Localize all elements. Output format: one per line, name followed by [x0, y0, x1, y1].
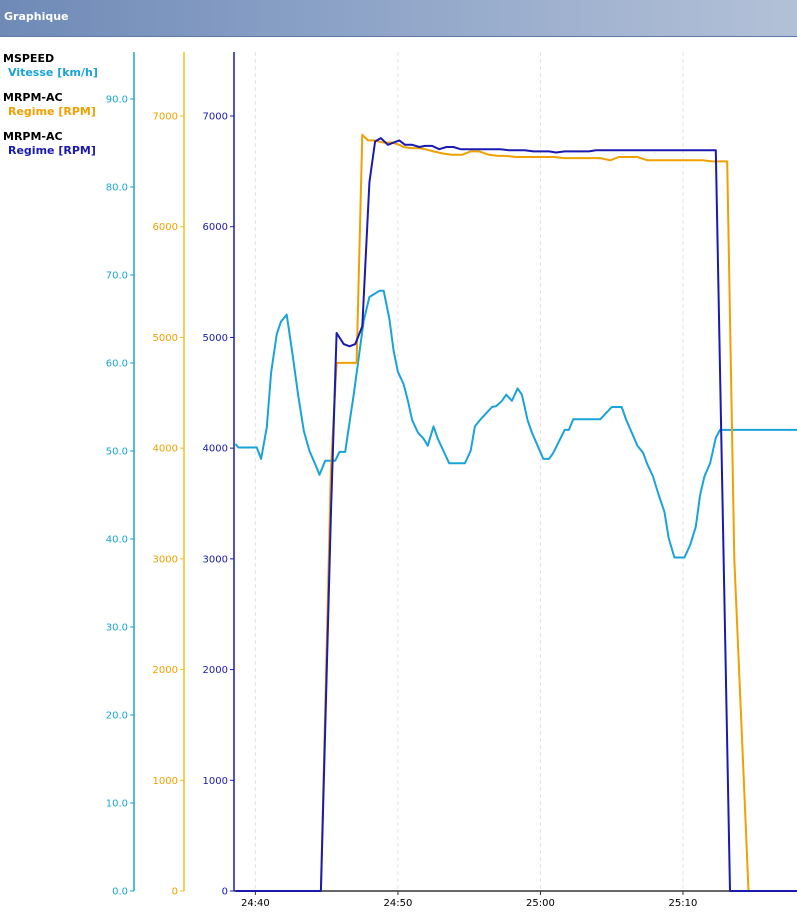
legend-channel-name: MSPEED	[3, 52, 55, 65]
y-tick-label-rpm_orange: 6000	[153, 222, 178, 233]
y-tick-label-rpm_orange: 3000	[153, 554, 178, 565]
legend-item-rpm-blue[interactable]: MRPM-AC Regime [RPM]	[3, 130, 98, 158]
x-tick-label: 25:10	[669, 898, 698, 909]
y-tick-label-speed: 80.0	[106, 183, 128, 194]
series-line-rpm_blue	[235, 137, 797, 892]
y-tick-label-speed: 0.0	[112, 887, 128, 898]
y-tick-label-speed: 90.0	[106, 95, 128, 106]
chart-legend: MSPEED Vitesse [km/h] MRPM-AC Regime [RP…	[3, 52, 98, 169]
window-titlebar: Graphique	[0, 0, 797, 37]
y-tick-label-speed: 70.0	[106, 271, 128, 282]
y-tick-label-rpm_blue: 2000	[203, 665, 228, 676]
y-tick-label-speed: 10.0	[106, 799, 128, 810]
y-tick-label-rpm_orange: 5000	[153, 333, 178, 344]
x-tick-label: 24:50	[383, 898, 412, 909]
x-axis: 24:40 24:50 25:00 25:10	[234, 890, 797, 909]
y-tick-label-speed: 40.0	[106, 535, 128, 546]
y-tick-label-rpm_blue: 3000	[203, 554, 228, 565]
y-tick-label-speed: 30.0	[106, 623, 128, 634]
legend-item-speed[interactable]: MSPEED Vitesse [km/h]	[3, 52, 98, 80]
x-tick-label: 25:00	[526, 898, 555, 909]
y-tick-label-speed: 50.0	[106, 447, 128, 458]
y-tick-label-rpm_blue: 5000	[203, 333, 228, 344]
grid-lines	[254, 52, 684, 891]
y-tick-label-rpm_blue: 7000	[203, 112, 228, 123]
y-tick-label-speed: 60.0	[106, 359, 128, 370]
series-line-rpm_orange	[235, 133, 797, 892]
y-tick-label-rpm_orange: 7000	[153, 112, 178, 123]
y-tick-label-rpm_orange: 2000	[153, 665, 178, 676]
y-tick-label-rpm_blue: 1000	[203, 776, 228, 787]
legend-series-label: Vitesse [km/h]	[8, 66, 98, 79]
x-tick-label: 24:40	[241, 898, 270, 909]
y-tick-label-rpm_blue: 6000	[203, 222, 228, 233]
y-tick-label-rpm_orange: 0	[172, 887, 178, 898]
legend-channel-name: MRPM-AC	[3, 130, 63, 143]
series-lines	[234, 133, 797, 892]
y-axes: 0.0 10.0 20.0 30.0 40.0 50.0 60.0 70.0 80.0 90.0 0…	[106, 52, 235, 898]
legend-series-label: Regime [RPM]	[8, 144, 96, 157]
legend-series-label: Regime [RPM]	[8, 105, 96, 118]
series-line-speed	[234, 289, 797, 559]
y-tick-label-rpm_blue: 4000	[203, 444, 228, 455]
y-tick-label-rpm_orange: 1000	[153, 776, 178, 787]
legend-item-rpm-orange[interactable]: MRPM-AC Regime [RPM]	[3, 91, 98, 119]
y-tick-label-speed: 20.0	[106, 711, 128, 722]
y-tick-label-rpm_orange: 4000	[153, 444, 178, 455]
legend-channel-name: MRPM-AC	[3, 91, 63, 104]
y-tick-label-rpm_blue: 0	[222, 887, 228, 898]
window-title: Graphique	[4, 10, 69, 23]
